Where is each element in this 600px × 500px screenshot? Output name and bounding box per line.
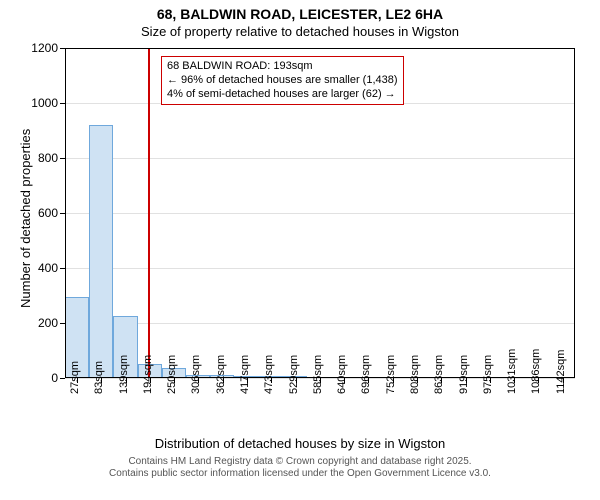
ytick-mark [60,213,65,214]
ytick-mark [60,103,65,104]
marker-line [148,48,150,378]
attribution-line-1: Contains HM Land Registry data © Crown c… [0,456,600,468]
ytick-label: 1000 [20,97,58,109]
ytick-label: 200 [20,317,58,329]
gridline-h [65,48,575,49]
attribution: Contains HM Land Registry data © Crown c… [0,456,600,480]
ytick-label: 400 [20,262,58,274]
ytick-label: 800 [20,152,58,164]
attribution-line-2: Contains public sector information licen… [0,468,600,480]
histogram-bar [89,125,113,378]
annotation-box: 68 BALDWIN ROAD: 193sqm← 96% of detached… [161,56,404,105]
chart-container: 68, BALDWIN ROAD, LEICESTER, LE2 6HA Siz… [0,0,600,500]
annotation-line: 68 BALDWIN ROAD: 193sqm [167,60,398,74]
ytick-label: 0 [20,372,58,384]
x-axis-label: Distribution of detached houses by size … [0,436,600,451]
ytick-mark [60,268,65,269]
ytick-label: 1200 [20,42,58,54]
annotation-line: 4% of semi-detached houses are larger (6… [167,88,398,102]
ytick-mark [60,48,65,49]
chart-subtitle: Size of property relative to detached ho… [0,24,600,39]
annotation-line: ← 96% of detached houses are smaller (1,… [167,74,398,88]
ytick-label: 600 [20,207,58,219]
plot-area: 68 BALDWIN ROAD: 193sqm← 96% of detached… [65,48,575,378]
gridline-h [65,268,575,269]
ytick-mark [60,158,65,159]
ytick-mark [60,378,65,379]
ytick-mark [60,323,65,324]
chart-title: 68, BALDWIN ROAD, LEICESTER, LE2 6HA [0,6,600,22]
gridline-h [65,213,575,214]
gridline-h [65,158,575,159]
gridline-h [65,323,575,324]
